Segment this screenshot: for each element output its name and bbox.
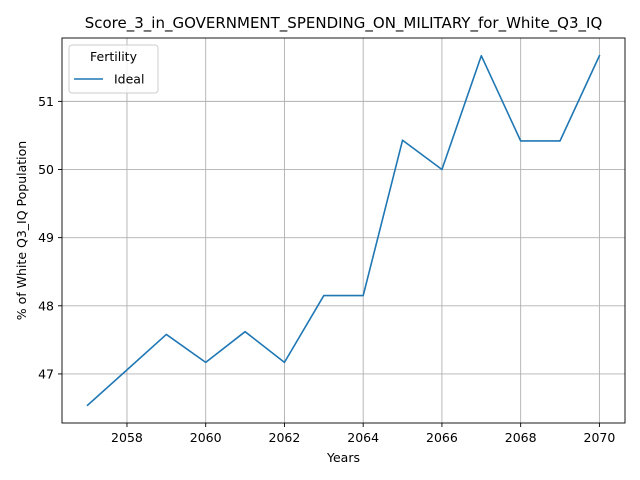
series-line-ideal [86, 54, 601, 407]
chart-title: Score_3_in_GOVERNMENT_SPENDING_ON_MILITA… [85, 14, 603, 33]
x-tick-label: 2058 [111, 430, 143, 445]
y-axis-ticks: 47 48 49 50 51 [38, 94, 62, 381]
legend-box [68, 44, 159, 94]
x-tick-label: 2066 [426, 430, 458, 445]
y-tick-label: 51 [38, 94, 54, 109]
plot-frame [61, 37, 626, 424]
x-tick-label: 2068 [505, 430, 537, 445]
x-axis-label: Years [326, 450, 360, 465]
y-axis-label: % of White Q3_IQ Population [14, 141, 29, 320]
x-tick-label: 2060 [190, 430, 222, 445]
grid [62, 38, 625, 423]
y-tick-label: 48 [38, 298, 54, 313]
x-tick-label: 2062 [269, 430, 301, 445]
x-axis-ticks: 2058 2060 2062 2064 2066 2068 2070 [111, 423, 615, 445]
legend-label-ideal: Ideal [114, 72, 144, 87]
legend-title: Fertility [90, 49, 138, 64]
series-layer [86, 54, 601, 407]
x-tick-label: 2064 [347, 430, 379, 445]
y-tick-label: 50 [38, 162, 54, 177]
legend: Fertility Ideal [68, 44, 159, 94]
y-tick-label: 49 [38, 230, 54, 245]
x-tick-label: 2070 [584, 430, 616, 445]
y-tick-label: 47 [38, 366, 54, 381]
